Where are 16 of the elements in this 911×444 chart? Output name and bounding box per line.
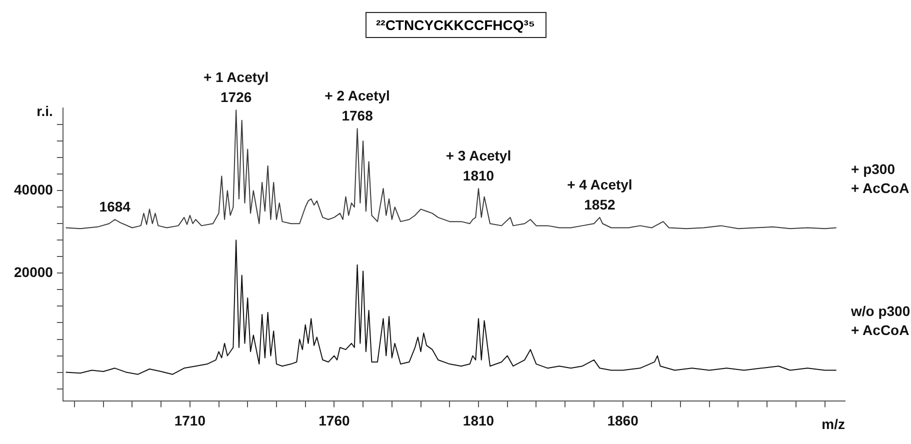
x-tick-label: 1710 — [174, 412, 206, 428]
chart-title: ²²CTNCYCKKCCFHCQ³⁵ — [365, 12, 546, 38]
y-tick-label: 20000 — [14, 264, 54, 280]
annotation: + 3 Acetyl 1810 — [446, 148, 512, 184]
annotation: + 1 Acetyl 1726 — [203, 69, 269, 106]
annotation: + 2 Acetyl 1768 — [324, 88, 390, 124]
annotation: 1684 — [99, 198, 131, 214]
x-axis-title: m/z — [822, 416, 845, 432]
text: w/o p300 + AcCoA — [851, 302, 910, 340]
y-axis-title: r.i. — [36, 102, 53, 119]
y-tick-label: 40000 — [14, 181, 54, 198]
x-tick-label: 1760 — [318, 412, 350, 428]
annotation: + 4 Acetyl 1852 — [567, 176, 632, 212]
x-tick-label: 1810 — [462, 412, 494, 428]
x-tick-label: 1860 — [607, 412, 639, 428]
text: + p300 + AcCoA — [851, 160, 910, 198]
